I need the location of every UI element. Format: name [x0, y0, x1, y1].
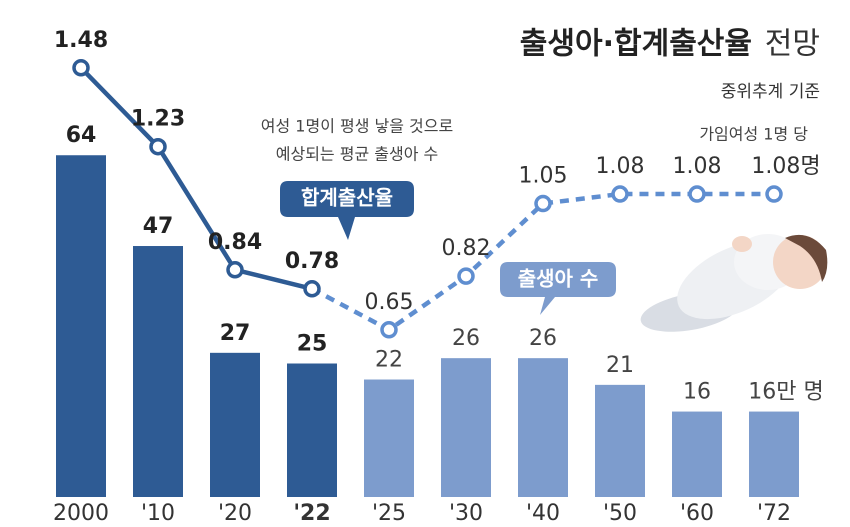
bar-value-label: 64: [66, 123, 97, 148]
line-value-label: 1.08: [673, 154, 722, 179]
point: [534, 194, 552, 213]
bar: [210, 352, 260, 497]
bar-value-label: 16만 명: [748, 380, 823, 405]
callout-box: [280, 181, 414, 240]
x-tick-label: '25: [372, 501, 406, 526]
line-value-label: 0.84: [208, 230, 262, 255]
bar: [595, 384, 645, 497]
point: [765, 185, 783, 203]
point: [688, 185, 706, 203]
line-value-label: 1.48: [54, 28, 108, 53]
line-value-label: 1.05: [519, 164, 568, 189]
point: [72, 59, 90, 77]
line-value-label: 0.82: [442, 236, 491, 261]
x-tick-label: '20: [218, 501, 252, 526]
chart-title-suffix: 전망: [765, 27, 820, 62]
x-tick-label: 2000: [53, 501, 109, 526]
bar: [749, 411, 799, 497]
bar: [56, 155, 106, 498]
bar: [133, 246, 183, 497]
point: [303, 280, 321, 298]
bar-value-label: 25: [297, 332, 328, 357]
x-tick-label: '50: [603, 501, 637, 526]
bar-value-label: 21: [606, 353, 634, 378]
bar-value-label: 26: [452, 326, 480, 351]
point: [457, 267, 475, 285]
x-tick-label: '30: [449, 501, 483, 526]
bar-value-label: 16: [683, 380, 711, 405]
legend-label: 출생아 수: [518, 267, 599, 291]
chart-subtitle: 중위추계 기준: [721, 82, 820, 102]
x-tick-label: '22: [293, 501, 330, 526]
chart-title: 출생아·합계출산율: [520, 27, 752, 62]
bar-value-label: 27: [220, 321, 251, 346]
x-tick-label: '10: [141, 501, 175, 526]
line: [79, 66, 313, 291]
point: [226, 261, 244, 279]
line-value-label: 1.23: [131, 107, 185, 132]
point: [380, 321, 398, 339]
bar: [441, 358, 491, 497]
line-value-label: 1.08: [596, 154, 645, 179]
bar: [287, 363, 337, 497]
baby-illustration: [640, 234, 828, 332]
x-tick-label: '40: [526, 501, 560, 526]
x-tick-label: '72: [757, 501, 791, 526]
bar-value-label: 22: [375, 348, 403, 373]
bar: [672, 411, 722, 497]
callout-box: [500, 262, 616, 315]
annotation: 예상되는 평균 출생아 수: [276, 145, 438, 164]
bar: [364, 379, 414, 497]
line-value-label: 0.65: [365, 290, 414, 315]
x-tick-label: '60: [680, 501, 714, 526]
line-value-label: 1.08명: [751, 154, 820, 179]
bar-value-label: 47: [143, 214, 174, 239]
annotation: 가임여성 1명 당: [699, 125, 808, 144]
point: [611, 185, 629, 203]
point: [149, 137, 167, 156]
line-value-label: 0.78: [285, 249, 339, 274]
legend-label: 합계출산율: [301, 186, 393, 210]
bar-value-label: 26: [529, 326, 557, 351]
bar: [518, 358, 568, 497]
annotation: 여성 1명이 평생 낳을 것으로: [261, 117, 453, 136]
